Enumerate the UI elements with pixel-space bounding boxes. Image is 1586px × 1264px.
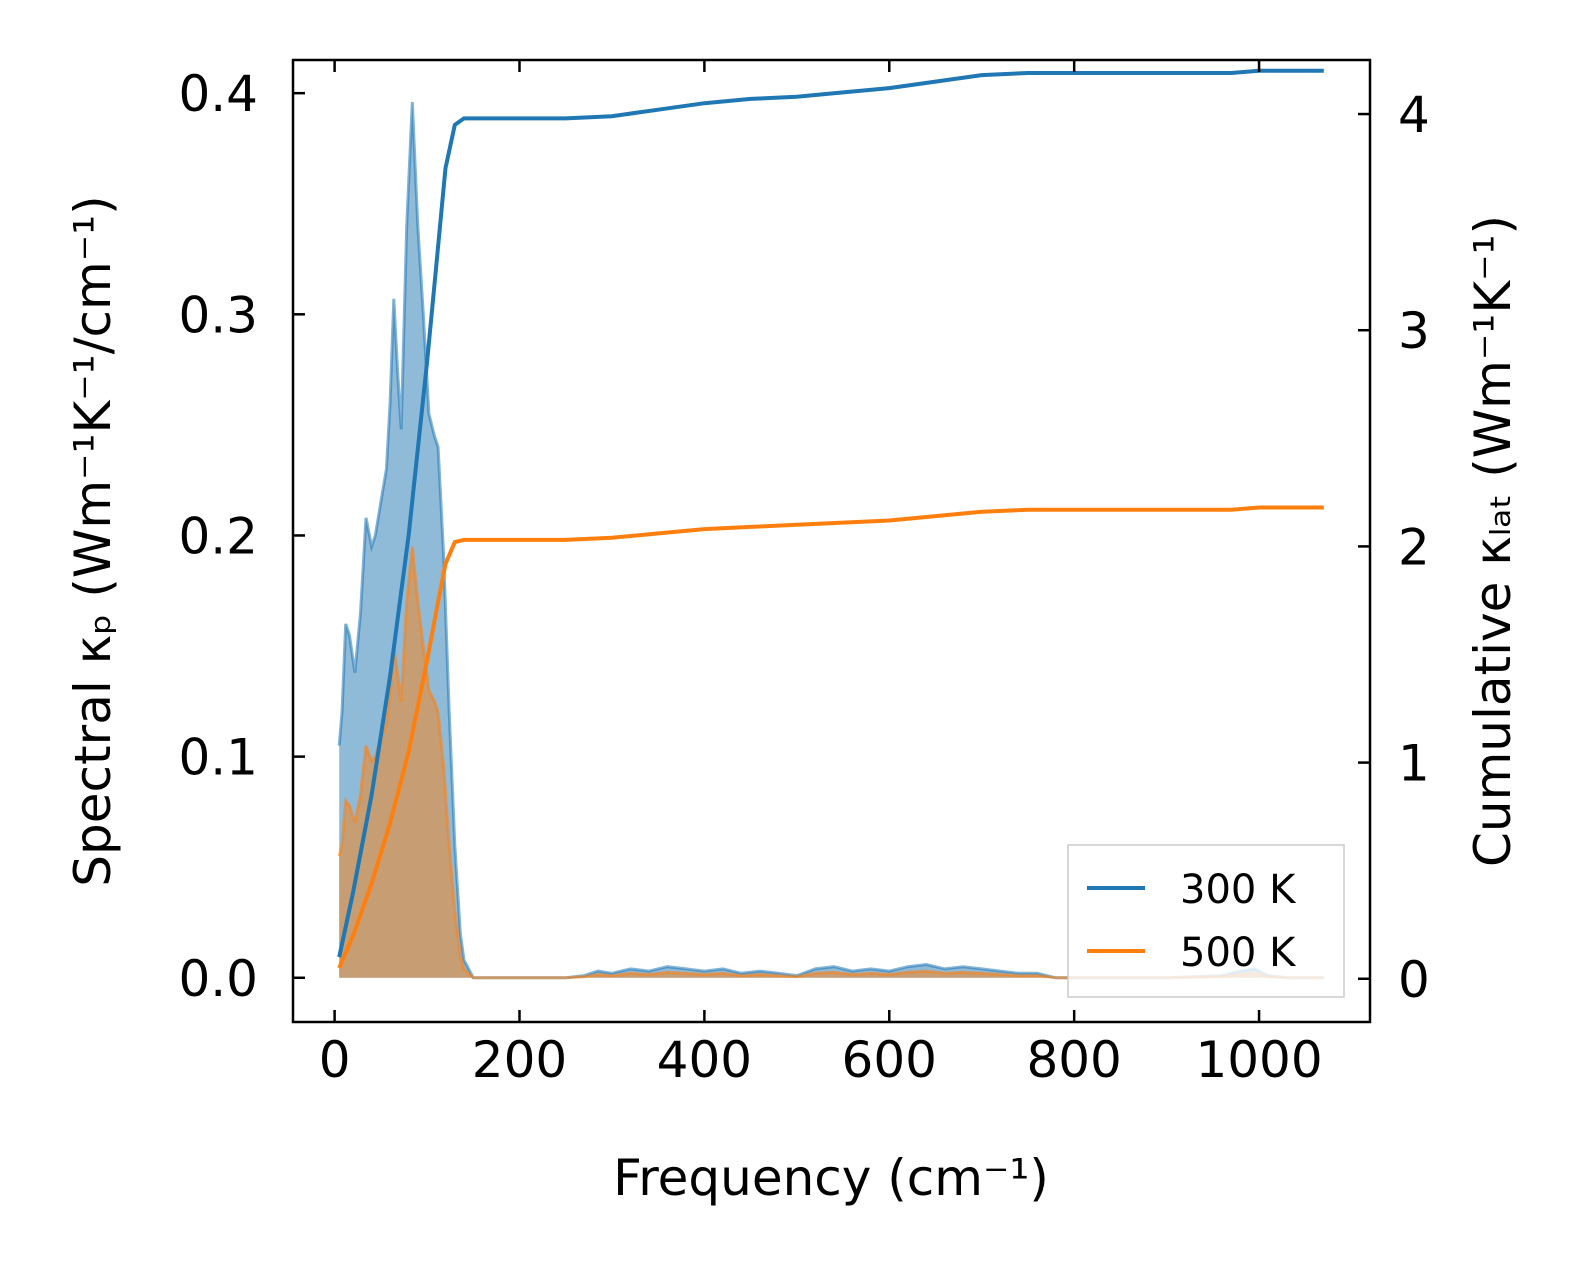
y-axis-left-title: Spectral κₚ (Wm⁻¹K⁻¹/cm⁻¹) (64, 195, 122, 886)
y-right-tick-label: 1 (1398, 735, 1430, 793)
y-left-tick-label: 0.1 (178, 729, 258, 787)
x-tick-label: 200 (472, 1031, 567, 1089)
plot-frame (291, 58, 1372, 1024)
y-left-tick-label: 0.2 (178, 507, 258, 565)
cumulative-line-500k (337, 505, 1324, 969)
x-tick-label: 600 (842, 1031, 937, 1089)
y-right-tick-label: 2 (1398, 518, 1430, 576)
spectral-area-500k (339, 546, 1324, 978)
y-left-tick-label: 0.0 (178, 950, 258, 1008)
y-right-tick-label: 4 (1398, 86, 1430, 144)
y-right-tick-label: 0 (1398, 951, 1430, 1009)
cumulative-line-300k (337, 68, 1324, 958)
y-left-tick-label: 0.3 (178, 286, 258, 344)
y-axis-right-title: Cumulative κₗₐₜ (Wm⁻¹K⁻¹) (1464, 215, 1522, 867)
x-tick-label: 400 (657, 1031, 752, 1089)
y-left-tick-label: 0.4 (178, 65, 258, 123)
x-tick-label: 0 (319, 1031, 351, 1089)
spectral-line-500k (337, 546, 1324, 980)
x-tick-label: 1000 (1195, 1031, 1322, 1089)
x-tick-label: 800 (1026, 1031, 1121, 1089)
plot-layer (337, 68, 1324, 980)
x-axis-title: Frequency (cm⁻¹) (613, 1149, 1049, 1207)
spectral-line-300k (337, 101, 1324, 980)
legend-box (1067, 844, 1345, 998)
ticks-layer: 0 200 400 600 800 1000 0.0 0.1 0.2 0.3 0.4 0 1 2 3 4 (178, 60, 1430, 1089)
legend-label-500k: 500 K (1180, 930, 1297, 976)
legend-label-300k: 300 K (1180, 867, 1297, 913)
y-right-tick-label: 3 (1398, 302, 1430, 360)
legend: 300 K 500 K (1067, 844, 1345, 998)
